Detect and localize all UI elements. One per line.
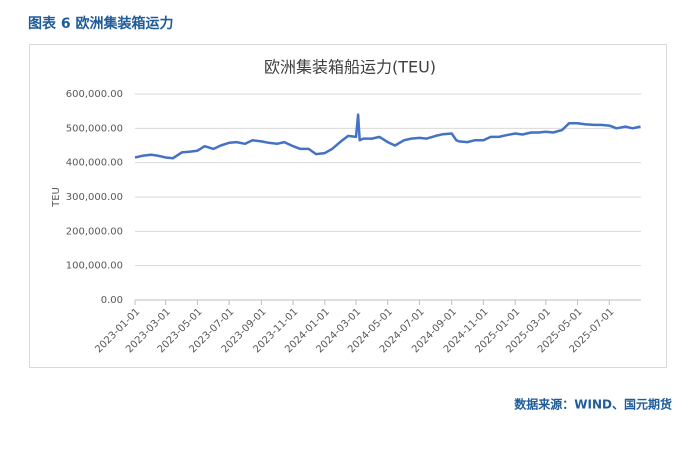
chart-frame bbox=[29, 44, 667, 368]
y-axis-label: TEU bbox=[51, 187, 62, 208]
chart-title: 欧洲集装箱船运力(TEU) bbox=[264, 58, 436, 77]
header-title: 图表 6 欧洲集装箱运力 bbox=[28, 15, 174, 32]
y-tick-label: 200,000.00 bbox=[66, 226, 123, 237]
y-tick-label: 100,000.00 bbox=[66, 261, 123, 272]
y-tick-label: 300,000.00 bbox=[66, 192, 123, 203]
data-line bbox=[134, 113, 641, 160]
y-tick-label: 600,000.00 bbox=[66, 89, 123, 100]
y-tick-label: 0.00 bbox=[101, 295, 123, 306]
source: 数据来源：WIND、国元期货 bbox=[514, 397, 672, 412]
y-tick-label: 500,000.00 bbox=[66, 123, 123, 134]
y-tick-label: 400,000.00 bbox=[66, 158, 123, 169]
